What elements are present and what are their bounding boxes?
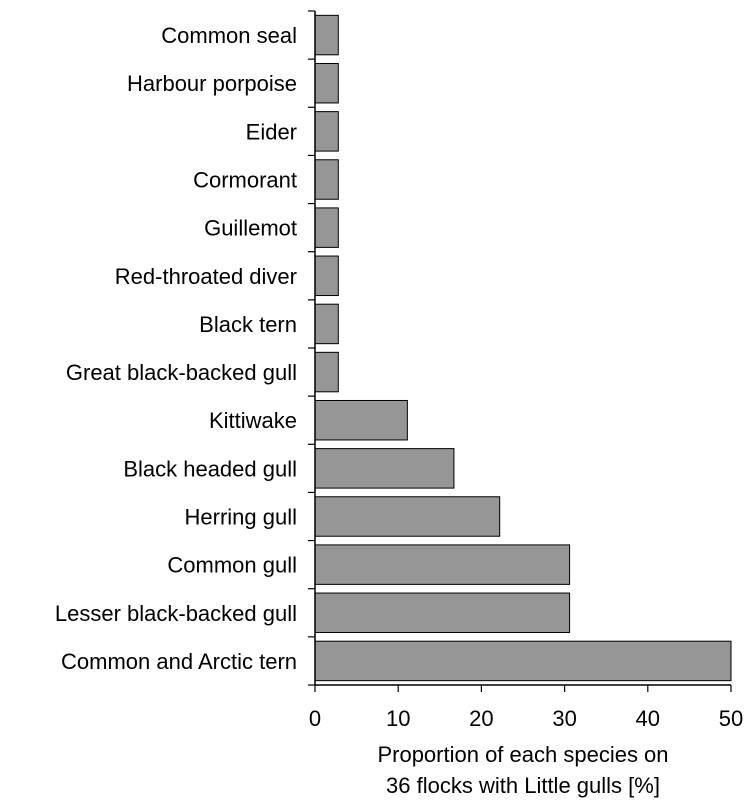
category-label-guillemot: Guillemot — [204, 216, 297, 241]
bar-common-gull — [314, 544, 571, 585]
bar-kittiwake — [314, 399, 408, 441]
bar-black-tern — [314, 303, 339, 345]
category-label-common-gull: Common gull — [167, 553, 297, 578]
bar-common-and-arctic-tern — [314, 640, 732, 682]
bar-eider — [314, 111, 339, 152]
y-ticks — [308, 10, 315, 686]
x-tick-label-40: 40 — [636, 706, 660, 731]
bar-harbour-porpoise — [314, 62, 339, 104]
x-axis-title-line1: Proportion of each species on — [377, 742, 668, 767]
bar-common-seal — [314, 14, 339, 56]
category-label-common-seal: Common seal — [161, 23, 297, 48]
category-label-black-headed-gull: Black headed gull — [123, 456, 297, 481]
x-tick-label-50: 50 — [719, 706, 743, 731]
category-label-red-throated-diver: Red-throated diver — [115, 264, 297, 289]
bar-lesser-black-backed-gull — [314, 592, 571, 634]
category-label-eider: Eider — [246, 119, 297, 144]
bars-group — [314, 14, 732, 682]
bar-red-throated-diver — [314, 255, 339, 297]
category-label-black-tern: Black tern — [199, 312, 297, 337]
bar-guillemot — [314, 207, 339, 248]
category-label-harbour-porpoise: Harbour porpoise — [127, 71, 297, 96]
category-label-great-black-backed-gull: Great black-backed gull — [66, 360, 297, 385]
x-axis-title-line2: 36 flocks with Little gulls [%] — [386, 773, 660, 798]
category-label-common-and-arctic-tern: Common and Arctic tern — [61, 649, 297, 674]
bar-herring-gull — [314, 496, 501, 537]
x-tick-label-20: 20 — [469, 706, 493, 731]
category-labels: Common seal Harbour porpoise Eider Cormoran… — [55, 23, 297, 674]
x-tick-label-10: 10 — [386, 706, 410, 731]
category-label-lesser-black-backed-gull: Lesser black-backed gull — [55, 601, 297, 626]
x-tick-label-0: 0 — [309, 706, 321, 731]
category-label-herring-gull: Herring gull — [185, 505, 298, 530]
x-tick-label-30: 30 — [552, 706, 576, 731]
bar-cormorant — [314, 159, 339, 200]
x-ticks: 0 10 20 30 40 50 — [309, 685, 743, 731]
bar-great-black-backed-gull — [314, 351, 339, 393]
category-label-cormorant: Cormorant — [193, 168, 297, 193]
bar-black-headed-gull — [314, 448, 455, 489]
category-label-kittiwake: Kittiwake — [209, 408, 297, 433]
